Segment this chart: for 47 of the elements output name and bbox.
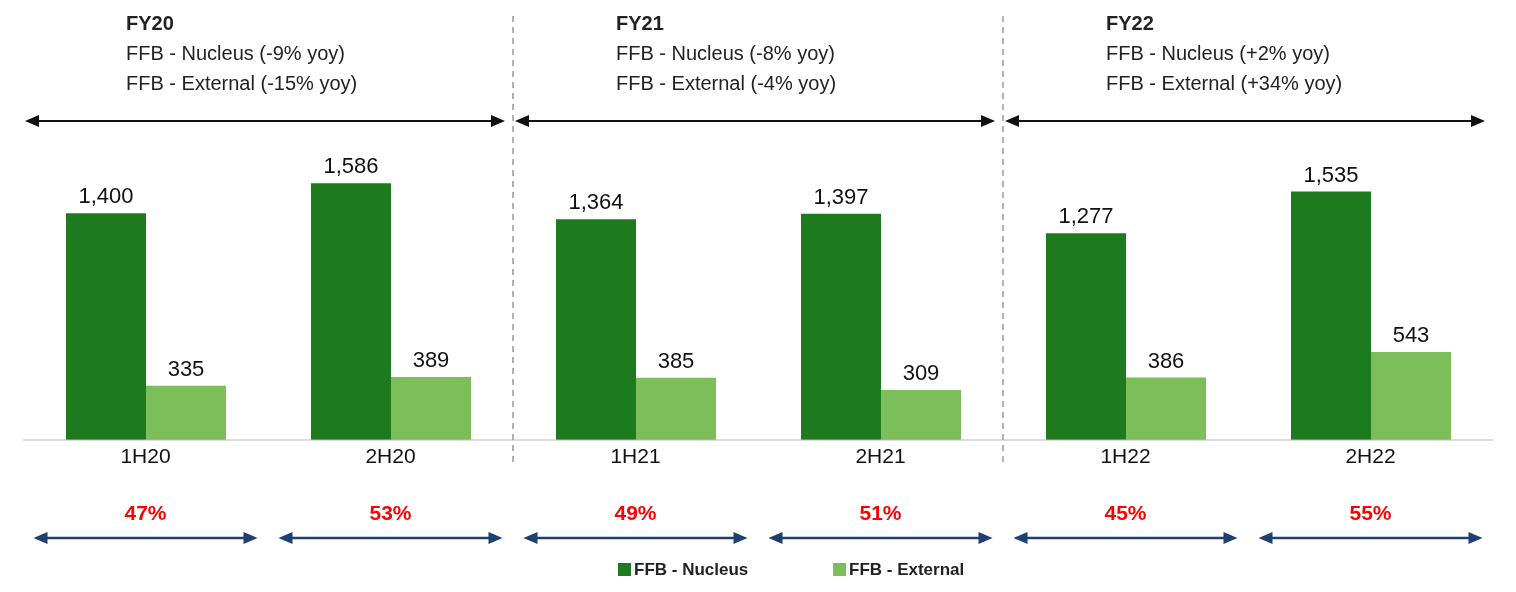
text: FFB - Nucleus (-8% yoy): [616, 42, 835, 64]
data-label: 543: [1392, 322, 1430, 348]
text: FFB - External (-4% yoy): [616, 72, 837, 94]
text: 53%: [369, 501, 412, 524]
bar: [801, 213, 881, 440]
legend-label: FFB - External: [849, 560, 965, 579]
data-label: 335: [167, 355, 205, 381]
x-tick-label: 1H22: [1100, 443, 1151, 467]
x-tick-label: 2H21: [855, 443, 906, 467]
bar: [311, 183, 391, 440]
bar: [1126, 377, 1206, 440]
data-label: 309: [902, 359, 940, 385]
text: FFB - Nucleus (+2% yoy): [1106, 42, 1330, 64]
text: FFB - External (-15% yoy): [126, 72, 358, 94]
data-label: 1,277: [1058, 203, 1114, 229]
text: 45%: [1104, 501, 1147, 524]
bar: [881, 389, 961, 440]
data-label: 385: [657, 347, 695, 373]
data-label: 1,400: [78, 183, 134, 209]
text: FFB - External (+34% yoy): [1106, 72, 1343, 94]
x-tick-label: 1H21: [610, 443, 661, 467]
text: FFB - Nucleus (-9% yoy): [126, 42, 345, 64]
data-label: 389: [412, 347, 450, 373]
data-label: 1,364: [568, 189, 624, 215]
text: 51%: [859, 501, 902, 524]
legend-label: FFB - Nucleus: [634, 560, 749, 579]
bar: [1291, 191, 1371, 440]
bar: [391, 377, 471, 440]
data-label: 386: [1147, 347, 1185, 373]
x-tick-label: 2H20: [365, 443, 416, 467]
bar: [66, 213, 146, 440]
data-label: 1,535: [1303, 161, 1359, 187]
text: FY21: [616, 12, 664, 34]
x-tick-label: 1H20: [120, 443, 171, 467]
data-label: 1,586: [323, 153, 379, 179]
text: 49%: [614, 501, 657, 524]
x-tick-label: 2H22: [1345, 443, 1396, 467]
text: 55%: [1349, 501, 1392, 524]
bar: [1046, 233, 1126, 440]
data-label: 1,397: [813, 183, 869, 209]
bar: [1371, 352, 1451, 440]
bar: [146, 385, 226, 440]
bar: [556, 219, 636, 440]
text: 47%: [124, 501, 167, 524]
bar: [636, 377, 716, 440]
text: FY20: [126, 12, 174, 34]
text: FY22: [1106, 12, 1154, 34]
